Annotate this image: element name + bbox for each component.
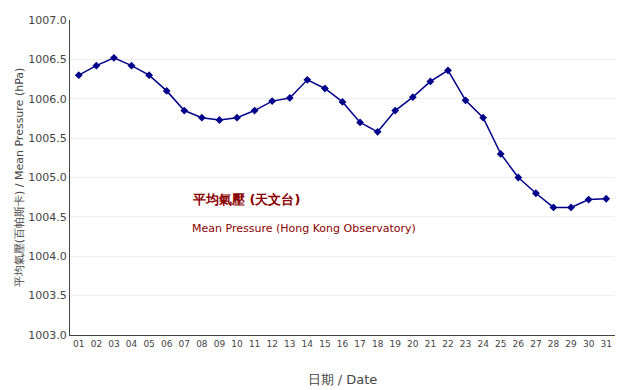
- svg-text:日期 / Date: 日期 / Date: [308, 372, 378, 387]
- svg-text:平均氣壓 (天文台): 平均氣壓 (天文台): [192, 192, 300, 207]
- svg-text:28: 28: [548, 339, 560, 349]
- svg-text:1004.5: 1004.5: [28, 211, 67, 224]
- svg-text:19: 19: [390, 339, 402, 349]
- svg-text:29: 29: [565, 339, 577, 349]
- svg-text:30: 30: [583, 339, 595, 349]
- svg-text:08: 08: [196, 339, 208, 349]
- svg-text:1007.0: 1007.0: [28, 14, 67, 27]
- svg-text:1006.0: 1006.0: [28, 93, 67, 106]
- svg-text:1005.5: 1005.5: [28, 132, 67, 145]
- svg-text:27: 27: [530, 339, 541, 349]
- svg-text:16: 16: [337, 339, 349, 349]
- svg-text:04: 04: [126, 339, 138, 349]
- svg-text:1004.0: 1004.0: [28, 250, 67, 263]
- svg-text:03: 03: [108, 339, 119, 349]
- svg-text:1005.0: 1005.0: [28, 171, 67, 184]
- svg-text:10: 10: [231, 339, 243, 349]
- svg-text:22: 22: [442, 339, 453, 349]
- svg-text:1003.0: 1003.0: [28, 329, 67, 342]
- svg-text:17: 17: [354, 339, 365, 349]
- svg-text:02: 02: [91, 339, 102, 349]
- svg-text:18: 18: [372, 339, 384, 349]
- svg-text:1003.5: 1003.5: [28, 289, 67, 302]
- svg-text:13: 13: [284, 339, 295, 349]
- svg-text:14: 14: [302, 339, 314, 349]
- svg-text:15: 15: [319, 339, 330, 349]
- svg-text:11: 11: [249, 339, 260, 349]
- svg-text:21: 21: [425, 339, 436, 349]
- svg-text:09: 09: [214, 339, 226, 349]
- svg-text:31: 31: [600, 339, 611, 349]
- svg-text:05: 05: [143, 339, 154, 349]
- svg-text:平均氣壓(百帕斯卡) / Mean Pressure (hP: 平均氣壓(百帕斯卡) / Mean Pressure (hPa): [13, 68, 26, 288]
- svg-text:26: 26: [513, 339, 525, 349]
- svg-text:25: 25: [495, 339, 506, 349]
- svg-text:1006.5: 1006.5: [28, 53, 67, 66]
- svg-text:24: 24: [477, 339, 489, 349]
- svg-text:01: 01: [73, 339, 84, 349]
- svg-text:Mean Pressure (Hong Kong Obser: Mean Pressure (Hong Kong Observatory): [192, 222, 416, 235]
- svg-text:06: 06: [161, 339, 173, 349]
- svg-text:07: 07: [179, 339, 190, 349]
- svg-text:20: 20: [407, 339, 419, 349]
- svg-text:23: 23: [460, 339, 471, 349]
- svg-text:12: 12: [266, 339, 277, 349]
